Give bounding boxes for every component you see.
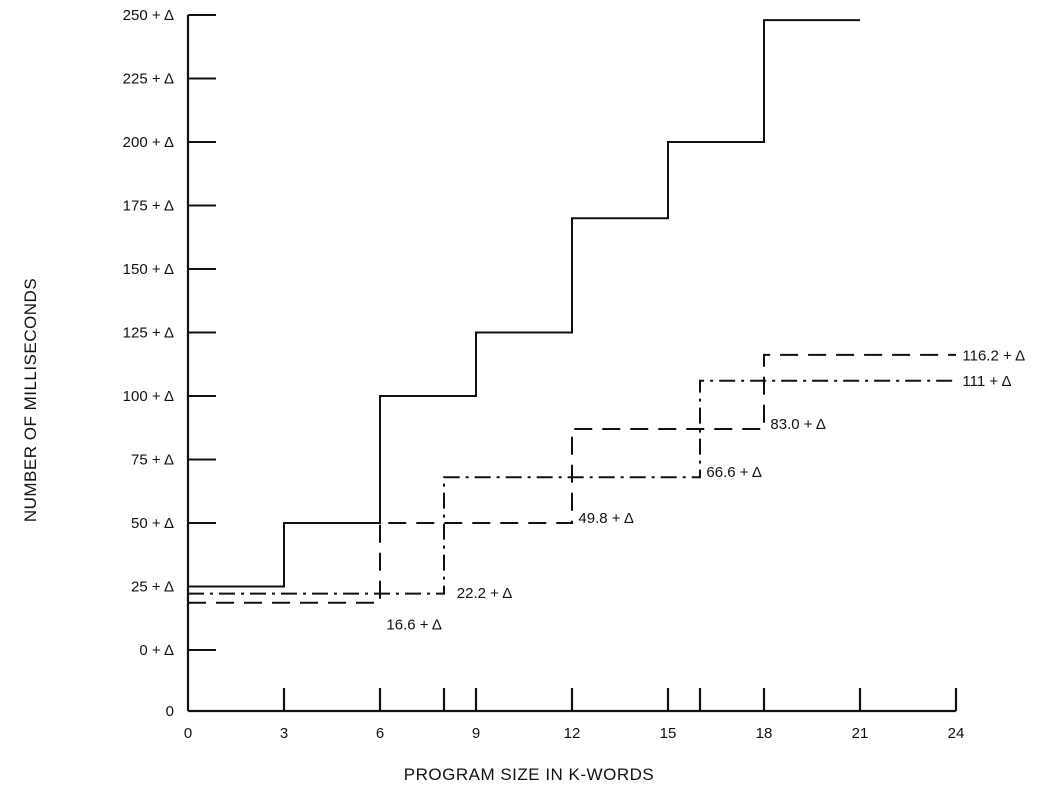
y-tick-label: 175 + Δ	[123, 198, 174, 215]
y-tick-label: 0 + Δ	[139, 642, 174, 659]
step-value-label: 111 + Δ	[962, 373, 1011, 390]
x-tick-label: 9	[472, 725, 480, 742]
y-tick-label: 225 + Δ	[123, 71, 174, 88]
step-value-label: 16.6 + Δ	[386, 617, 441, 634]
y-tick-label: 0	[166, 703, 174, 720]
labels-layer: 16.6 + Δ 22.2 + Δ 49.8 + Δ 66.6 + Δ 83.0 + Δ…	[386, 347, 1025, 633]
y-tick-label: 100 + Δ	[123, 388, 174, 405]
step-value-label: 116.2 + Δ	[962, 347, 1025, 364]
x-tick-label: 18	[756, 725, 773, 742]
step-value-label: 66.6 + Δ	[706, 464, 761, 481]
step-value-label: 49.8 + Δ	[578, 510, 633, 527]
y-tick-label: 125 + Δ	[123, 325, 174, 342]
x-tick-label: 0	[184, 725, 192, 742]
x-tick-label: 12	[564, 725, 581, 742]
y-tick-label: 250 + Δ	[123, 7, 174, 24]
y-tick-label: 25 + Δ	[131, 579, 174, 596]
series-line-dash-dot	[188, 379, 956, 595]
x-tick-label: 15	[660, 725, 677, 742]
step-value-label: 83.0 + Δ	[770, 416, 825, 433]
x-tick-label: 21	[852, 725, 869, 742]
series-layer	[188, 19, 956, 604]
y-tick-label: 75 + Δ	[131, 452, 174, 469]
x-axis-title: PROGRAM SIZE IN K-WORDS	[404, 765, 654, 784]
x-tick-label: 24	[948, 725, 965, 742]
y-tick-label: 50 + Δ	[131, 515, 174, 532]
y-tick-label: 150 + Δ	[123, 261, 174, 278]
y-axis-title: NUMBER OF MILLISECONDS	[21, 278, 40, 522]
y-tick-label: 200 + Δ	[123, 134, 174, 151]
series-line-dashed	[188, 353, 956, 604]
axes: 0 0 + Δ 25 + Δ 50 + Δ 75 + Δ 100 + Δ 125 + Δ 15…	[123, 7, 965, 742]
step-value-label: 22.2 + Δ	[457, 585, 512, 602]
x-tick-label: 6	[376, 725, 384, 742]
series-line-solid	[188, 19, 860, 588]
x-tick-label: 3	[280, 725, 288, 742]
